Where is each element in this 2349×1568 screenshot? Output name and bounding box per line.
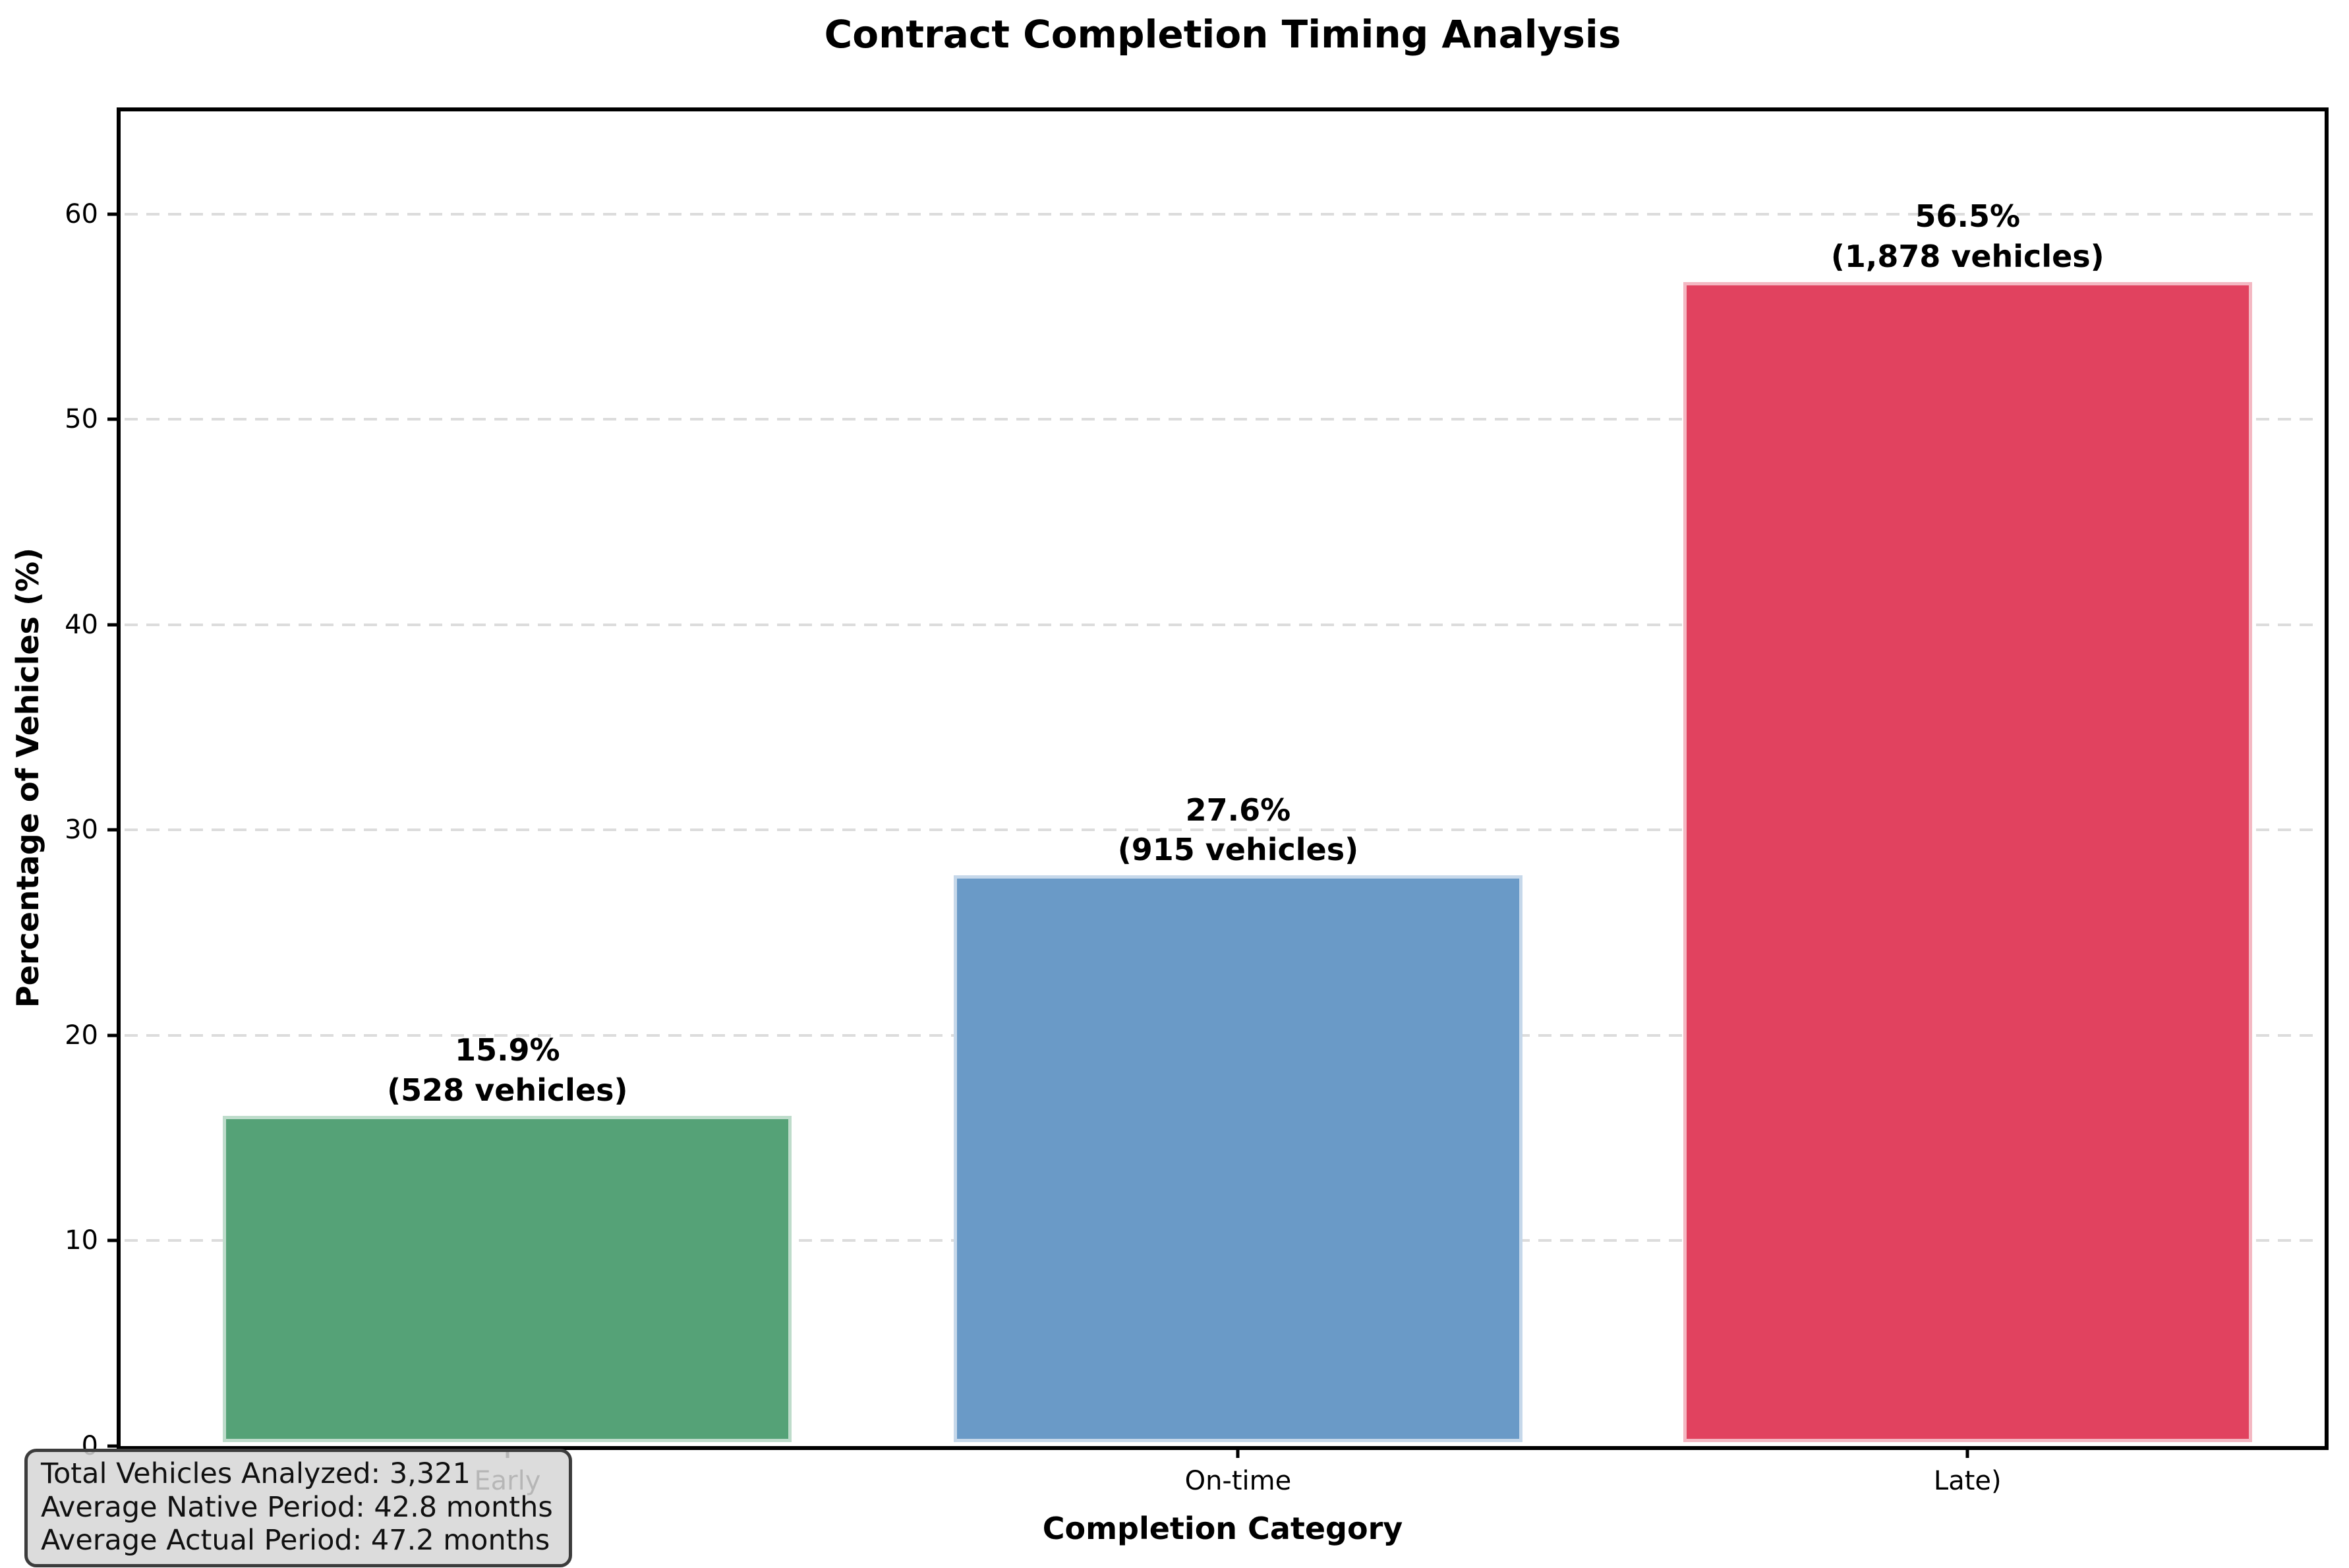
y-tick-label-30: 30	[65, 815, 98, 846]
gridline-y-40	[125, 623, 2321, 626]
bar-value-percent: 27.6%	[1185, 792, 1291, 828]
y-axis-label: Percentage of Vehicles (%)	[10, 547, 45, 1008]
y-tick-label-20: 20	[65, 1020, 98, 1051]
bar-value-percent: 15.9%	[455, 1032, 560, 1068]
stats-box: Total Vehicles Analyzed: 3,321 Average N…	[24, 1449, 572, 1568]
x-tick-mark-on-time	[1236, 1446, 1240, 1458]
y-tick-mark-0	[107, 1444, 121, 1448]
bar-value-label-late: 56.5% (1,878 vehicles)	[1831, 196, 2104, 276]
y-tick-label-40: 40	[65, 609, 98, 640]
y-tick-label-60: 60	[65, 198, 98, 229]
chart-title: Contract Completion Timing Analysis	[824, 12, 1621, 57]
x-tick-mark-late	[1965, 1446, 1969, 1458]
bar-early	[223, 1115, 792, 1442]
x-axis-label: Completion Category	[1042, 1511, 1403, 1546]
stats-line-total: Total Vehicles Analyzed: 3,321	[41, 1457, 471, 1490]
bar-value-percent: 56.5%	[1915, 198, 2021, 235]
y-tick-mark-50	[107, 417, 121, 421]
y-tick-mark-20	[107, 1033, 121, 1037]
bar-late	[1683, 281, 2252, 1442]
gridline-y-50	[125, 418, 2321, 421]
x-tick-label-on-time: On-time	[1184, 1466, 1292, 1496]
bar-value-count: (915 vehicles)	[1117, 832, 1359, 868]
gridline-y-30	[125, 828, 2321, 832]
bar-on-time	[954, 875, 1522, 1442]
y-tick-mark-10	[107, 1238, 121, 1242]
bar-value-label-early: 15.9% (528 vehicles)	[387, 1030, 627, 1110]
bar-value-count: (528 vehicles)	[387, 1072, 628, 1108]
gridline-y-60	[125, 212, 2321, 216]
y-tick-label-10: 10	[65, 1225, 98, 1256]
bar-value-label-on-time: 27.6% (915 vehicles)	[1118, 790, 1358, 870]
y-tick-label-50: 50	[65, 404, 98, 435]
y-tick-mark-40	[107, 623, 121, 627]
stats-line-native-period: Average Native Period: 42.8 months	[41, 1490, 553, 1524]
stats-line-actual-period: Average Actual Period: 47.2 months	[41, 1524, 550, 1557]
x-tick-label-late: Late)	[1933, 1466, 2002, 1496]
y-tick-mark-30	[107, 828, 121, 832]
bar-value-count: (1,878 vehicles)	[1830, 239, 2104, 275]
y-tick-mark-60	[107, 212, 121, 216]
